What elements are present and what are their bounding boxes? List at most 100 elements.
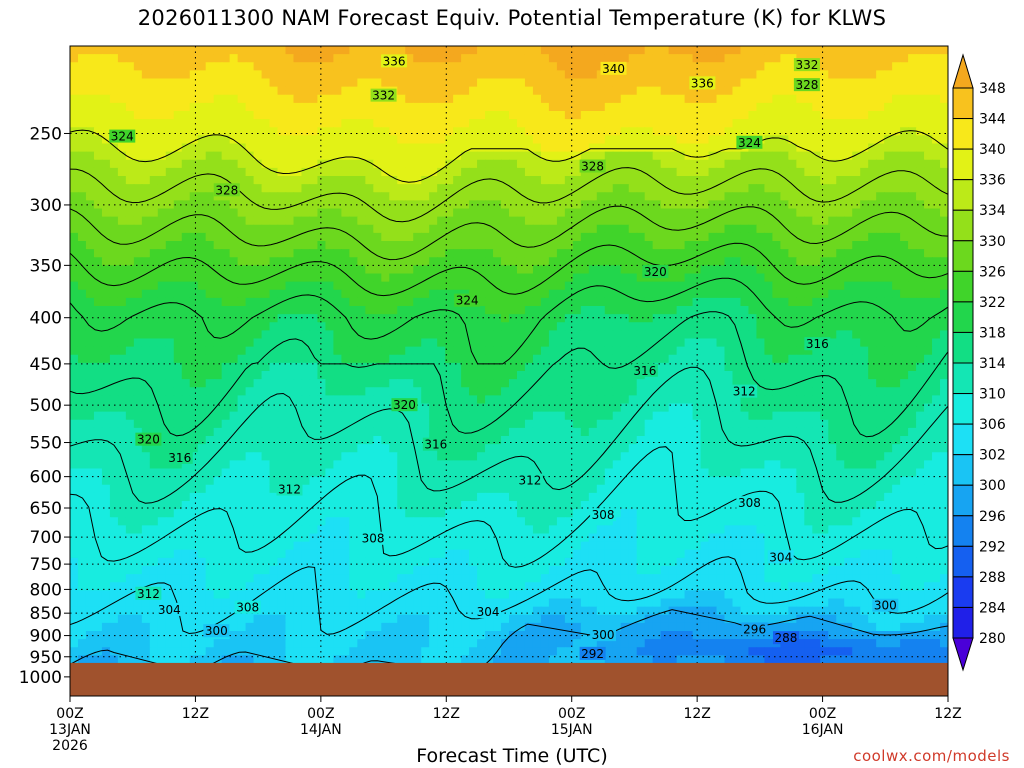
field-cell: [612, 200, 622, 210]
field-cell: [932, 338, 941, 348]
field-cell: [804, 297, 813, 307]
field-cell: [181, 70, 191, 80]
field-cell: [940, 257, 948, 266]
field-cell: [812, 395, 821, 405]
field-cell: [916, 289, 925, 299]
field-cell: [772, 379, 781, 388]
field-cell: [524, 151, 534, 161]
field-cell: [556, 241, 566, 250]
field-cell: [125, 86, 135, 96]
field-cell: [900, 314, 909, 323]
field-cell: [596, 249, 606, 258]
field-cell: [205, 273, 215, 283]
field-cell: [628, 281, 638, 291]
field-cell: [548, 403, 558, 413]
field-cell: [916, 257, 925, 266]
field-cell: [125, 208, 135, 218]
field-cell: [301, 273, 311, 283]
field-cell: [788, 362, 797, 372]
field-cell: [876, 306, 885, 315]
field-cell: [796, 322, 805, 331]
field-cell: [421, 273, 430, 283]
field-cell: [748, 362, 758, 372]
field-cell: [564, 151, 574, 161]
field-cell: [277, 403, 287, 413]
field-cell: [237, 241, 247, 250]
field-cell: [772, 46, 781, 55]
field-cell: [820, 135, 829, 145]
field-cell: [357, 241, 366, 250]
field-cell: [293, 273, 303, 283]
field-cell: [748, 273, 758, 283]
field-cell: [668, 200, 678, 210]
field-cell: [676, 249, 686, 258]
field-cell: [269, 354, 279, 364]
field-cell: [157, 289, 167, 299]
field-cell: [756, 184, 766, 193]
field-cell: [644, 159, 654, 169]
field-cell: [924, 241, 933, 250]
field-cell: [564, 306, 574, 315]
field-cell: [804, 119, 813, 128]
field-cell: [157, 119, 167, 128]
field-cell: [540, 151, 550, 161]
field-cell: [516, 249, 526, 258]
field-cell: [524, 159, 534, 169]
field-cell: [900, 86, 909, 96]
field-cell: [884, 306, 893, 315]
field-cell: [325, 216, 334, 226]
field-cell: [381, 387, 390, 396]
field-cell: [77, 330, 87, 340]
field-cell: [564, 371, 574, 380]
field-cell: [149, 46, 159, 55]
field-cell: [820, 167, 829, 177]
field-cell: [93, 249, 103, 258]
field-cell: [604, 151, 614, 161]
field-cell: [493, 102, 502, 112]
field-cell: [772, 143, 781, 153]
field-cell: [77, 46, 87, 55]
field-cell: [588, 151, 598, 161]
field-cell: [301, 135, 311, 145]
field-cell: [237, 354, 247, 364]
field-cell: [692, 62, 702, 71]
field-cell: [572, 143, 582, 153]
field-cell: [900, 54, 909, 63]
field-cell: [421, 232, 430, 242]
field-cell: [381, 176, 390, 185]
field-cell: [85, 387, 95, 396]
field-cell: [812, 273, 821, 283]
field-cell: [429, 297, 438, 307]
field-cell: [109, 70, 119, 80]
field-cell: [509, 86, 518, 96]
field-cell: [868, 70, 877, 80]
field-cell: [940, 192, 948, 201]
field-cell: [173, 306, 183, 315]
field-cell: [772, 200, 781, 210]
field-cell: [604, 167, 614, 177]
field-cell: [501, 135, 510, 145]
field-cell: [876, 62, 885, 71]
field-cell: [596, 297, 606, 307]
field-cell: [676, 78, 686, 88]
field-cell: [453, 379, 462, 388]
field-cell: [724, 78, 734, 88]
field-cell: [285, 346, 295, 356]
field-cell: [501, 306, 510, 315]
field-cell: [165, 241, 175, 250]
field-cell: [141, 257, 151, 266]
field-cell: [309, 200, 319, 210]
field-cell: [285, 102, 295, 112]
field-cell: [668, 86, 678, 96]
field-cell: [77, 265, 87, 275]
field-cell: [844, 216, 853, 226]
field-cell: [405, 330, 414, 340]
field-cell: [772, 297, 781, 307]
field-cell: [812, 143, 821, 153]
field-cell: [572, 119, 582, 128]
field-cell: [397, 119, 406, 128]
field-cell: [604, 395, 614, 405]
field-cell: [285, 249, 295, 258]
field-cell: [197, 119, 207, 128]
field-cell: [389, 46, 398, 55]
